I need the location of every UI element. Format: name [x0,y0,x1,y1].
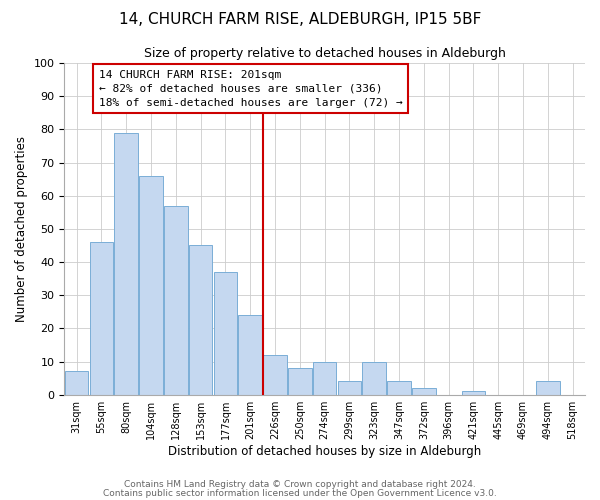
Bar [412,388,436,394]
Bar [189,246,212,394]
Bar [387,382,411,394]
Text: 14 CHURCH FARM RISE: 201sqm
← 82% of detached houses are smaller (336)
18% of se: 14 CHURCH FARM RISE: 201sqm ← 82% of det… [99,70,403,108]
Text: Contains public sector information licensed under the Open Government Licence v3: Contains public sector information licen… [103,488,497,498]
Bar [238,315,262,394]
Bar [139,176,163,394]
Bar [536,382,560,394]
Title: Size of property relative to detached houses in Aldeburgh: Size of property relative to detached ho… [144,48,506,60]
Bar [115,132,138,394]
Text: 14, CHURCH FARM RISE, ALDEBURGH, IP15 5BF: 14, CHURCH FARM RISE, ALDEBURGH, IP15 5B… [119,12,481,28]
Bar [362,362,386,394]
Bar [164,206,188,394]
Bar [288,368,311,394]
Y-axis label: Number of detached properties: Number of detached properties [15,136,28,322]
X-axis label: Distribution of detached houses by size in Aldeburgh: Distribution of detached houses by size … [168,444,481,458]
Bar [89,242,113,394]
Text: Contains HM Land Registry data © Crown copyright and database right 2024.: Contains HM Land Registry data © Crown c… [124,480,476,489]
Bar [313,362,337,394]
Bar [338,382,361,394]
Bar [214,272,237,394]
Bar [65,372,88,394]
Bar [263,355,287,395]
Bar [461,392,485,394]
